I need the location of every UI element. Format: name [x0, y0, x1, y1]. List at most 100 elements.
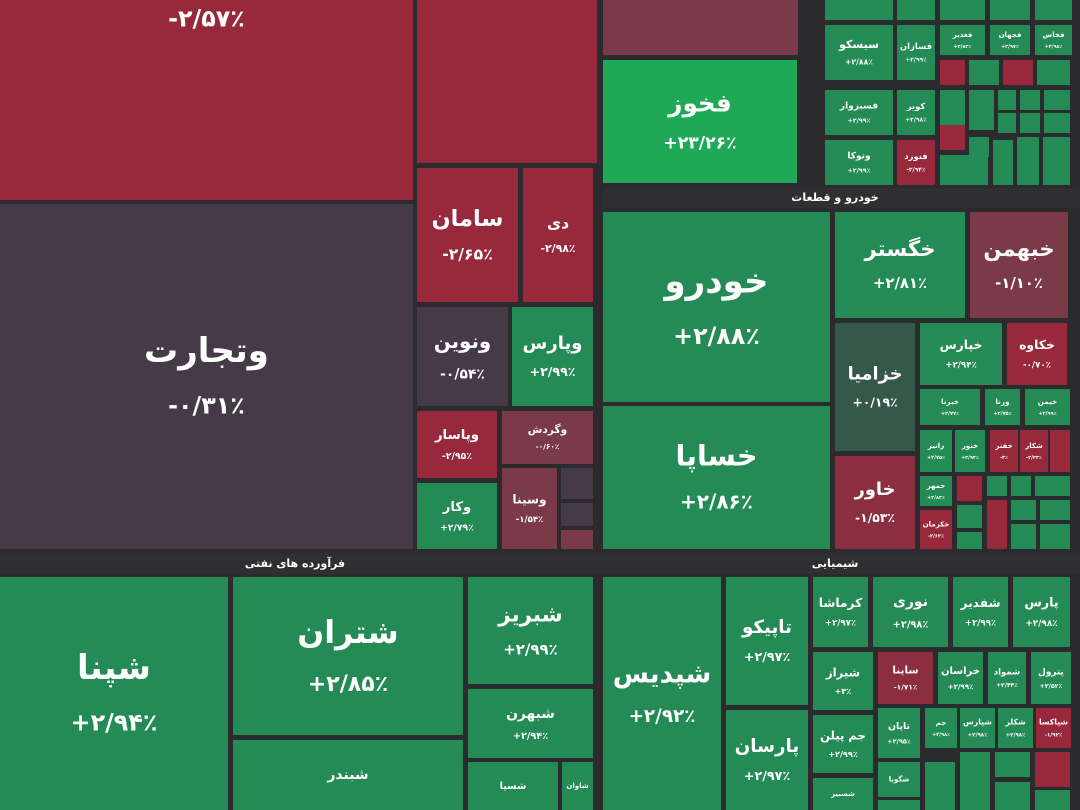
tile: [1044, 113, 1070, 133]
tile-change: +۲/۹۴٪: [961, 455, 979, 461]
tile: [957, 532, 982, 549]
tile: [1007, 323, 1067, 385]
tile-change: +۲/۹۹٪: [1038, 411, 1056, 417]
tile: [998, 708, 1033, 748]
tile-change: -۲/۹۴٪: [906, 168, 925, 174]
tile-change: +۲/۹۴٪: [71, 709, 158, 737]
tile: [813, 577, 868, 647]
tile-change: +۲/۹۹٪: [848, 118, 871, 125]
tile-name: خودرو: [663, 262, 769, 302]
tile: [920, 389, 980, 425]
tile-change: +۲/۹۴٪: [513, 731, 548, 742]
tile-change: -۲/۹۵٪: [442, 451, 472, 462]
tile-name: پارسان: [735, 736, 799, 757]
tile: [897, 25, 935, 80]
tile: [603, 212, 830, 402]
tile: [969, 60, 999, 85]
tile-name: شمواد: [994, 667, 1020, 678]
tile: [940, 0, 985, 20]
tile: [726, 577, 808, 705]
tile: [957, 505, 982, 528]
tile: [940, 125, 965, 150]
tile-name: نوری: [893, 594, 928, 610]
tile: [417, 483, 497, 549]
tile-change: +۲/۸۸٪: [673, 322, 760, 350]
tile: [1003, 60, 1033, 85]
tile-name: فخوز: [666, 88, 731, 117]
tile: [825, 25, 893, 80]
tile: [1017, 137, 1039, 185]
tile: [813, 652, 873, 710]
tile: [813, 715, 873, 773]
tile-name: فسبزوار: [839, 102, 878, 112]
tile-name: وگردش: [528, 423, 567, 436]
tile-change: +۲/۸۴٪: [954, 44, 972, 50]
tile-change: -۱/۷۱٪: [894, 682, 917, 691]
tile: [993, 140, 1013, 185]
tile-name: پارس: [1024, 595, 1058, 610]
tile-name: شکار: [1024, 442, 1043, 450]
tile-name: فجهان: [999, 31, 1022, 39]
tile: [562, 762, 593, 810]
tile-name: خمهر: [926, 482, 946, 490]
tile: [920, 430, 952, 472]
tile: [561, 503, 593, 526]
tile: [417, 411, 497, 478]
tile-name: خساپا: [676, 438, 758, 472]
section-label: خودرو و قطعات: [791, 191, 878, 204]
tile-change: +۲/۹۵٪: [887, 737, 911, 745]
tile-change: -۰/۵۴٪: [440, 366, 485, 382]
tile-change: -۲/۶۴٪: [928, 533, 944, 539]
tile: [957, 476, 982, 501]
tile-name: جم: [936, 718, 947, 727]
tile-name: شپارس: [963, 718, 992, 727]
tile-change: +۲/۷۷٪: [941, 411, 959, 417]
tile-change: +۲/۸۴٪: [927, 495, 945, 501]
tile: [940, 25, 985, 55]
tile-name: شبهرن: [506, 706, 555, 722]
tile: [990, 25, 1030, 55]
tile-change: -۲/۴۳٪: [1026, 455, 1042, 461]
tile: [835, 456, 915, 549]
tile: [835, 323, 915, 451]
tile-change: -۰/۷۰٪: [1023, 361, 1051, 371]
tile: [969, 137, 989, 157]
tile: [825, 0, 893, 20]
tile-change: -۱/۵۳٪: [855, 510, 895, 525]
tile-name: خراسان: [941, 666, 980, 677]
tile: [523, 168, 593, 302]
tile: [925, 762, 955, 810]
tile-name: شصبیر: [830, 790, 855, 798]
tile-name: ورنا: [995, 397, 1009, 406]
tile-change: +۲/۹۸٪: [932, 732, 950, 738]
tile: [970, 212, 1068, 318]
tile-name: خنور: [961, 442, 978, 450]
tile-name: شبریز: [497, 603, 562, 628]
tile-name: وپارس: [523, 333, 583, 354]
tile: [938, 652, 983, 704]
tile: [561, 468, 593, 499]
tile: [0, 577, 228, 810]
tile-change: +۲/۹۷٪: [744, 769, 790, 784]
tile-name: کویر: [906, 101, 926, 112]
tile: [897, 140, 935, 185]
section-label: شیمیایی: [812, 557, 859, 570]
tile-change: +۲/۸۵٪: [308, 671, 389, 697]
tile-change: -۱/۱۰٪: [995, 275, 1043, 292]
tile-change: +۲/۹۷٪: [744, 650, 790, 665]
tile: [1043, 137, 1070, 185]
tile: [1020, 113, 1040, 133]
tile-change: +۳٪: [835, 686, 852, 696]
tile: [1035, 790, 1070, 810]
tile-name: شپنا: [77, 648, 151, 688]
tile: [1020, 90, 1040, 110]
tile-change: +۲/۹۲٪: [629, 706, 696, 727]
tile-change: +۰/۱۹٪: [852, 395, 897, 410]
tile: [512, 307, 593, 406]
tile: [1025, 389, 1070, 425]
tile-name: فنورد: [904, 151, 927, 162]
tile-name: فغدیر: [952, 31, 973, 39]
tile: [920, 476, 952, 506]
tile: [1040, 500, 1070, 520]
